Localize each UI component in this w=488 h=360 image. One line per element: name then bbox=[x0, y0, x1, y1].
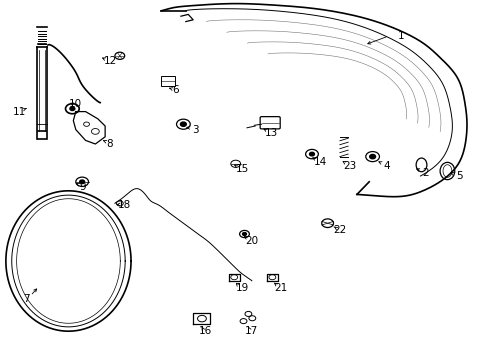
Text: 21: 21 bbox=[274, 283, 287, 293]
Text: 12: 12 bbox=[103, 56, 117, 66]
Text: 23: 23 bbox=[342, 161, 356, 171]
Text: 3: 3 bbox=[192, 125, 199, 135]
Text: 19: 19 bbox=[235, 283, 248, 293]
Text: 4: 4 bbox=[382, 161, 389, 171]
Text: 15: 15 bbox=[235, 164, 248, 174]
Text: 11: 11 bbox=[13, 107, 26, 117]
Text: 2: 2 bbox=[421, 168, 428, 178]
Circle shape bbox=[80, 180, 84, 184]
Text: 10: 10 bbox=[69, 99, 82, 109]
Circle shape bbox=[180, 122, 186, 126]
Text: 16: 16 bbox=[198, 326, 212, 336]
Text: 17: 17 bbox=[244, 326, 258, 336]
Text: 8: 8 bbox=[106, 139, 113, 149]
Text: 18: 18 bbox=[118, 200, 131, 210]
Circle shape bbox=[309, 152, 314, 156]
Text: 22: 22 bbox=[332, 225, 346, 235]
Text: 6: 6 bbox=[172, 85, 179, 95]
Text: 7: 7 bbox=[23, 294, 30, 304]
Circle shape bbox=[70, 107, 75, 111]
Text: 20: 20 bbox=[245, 236, 258, 246]
Text: 1: 1 bbox=[397, 31, 404, 41]
Text: 5: 5 bbox=[455, 171, 462, 181]
FancyBboxPatch shape bbox=[161, 76, 175, 86]
Text: 9: 9 bbox=[80, 182, 86, 192]
FancyBboxPatch shape bbox=[260, 117, 280, 129]
Text: 13: 13 bbox=[264, 128, 278, 138]
Circle shape bbox=[369, 154, 375, 159]
Circle shape bbox=[242, 233, 246, 235]
Text: 14: 14 bbox=[313, 157, 326, 167]
